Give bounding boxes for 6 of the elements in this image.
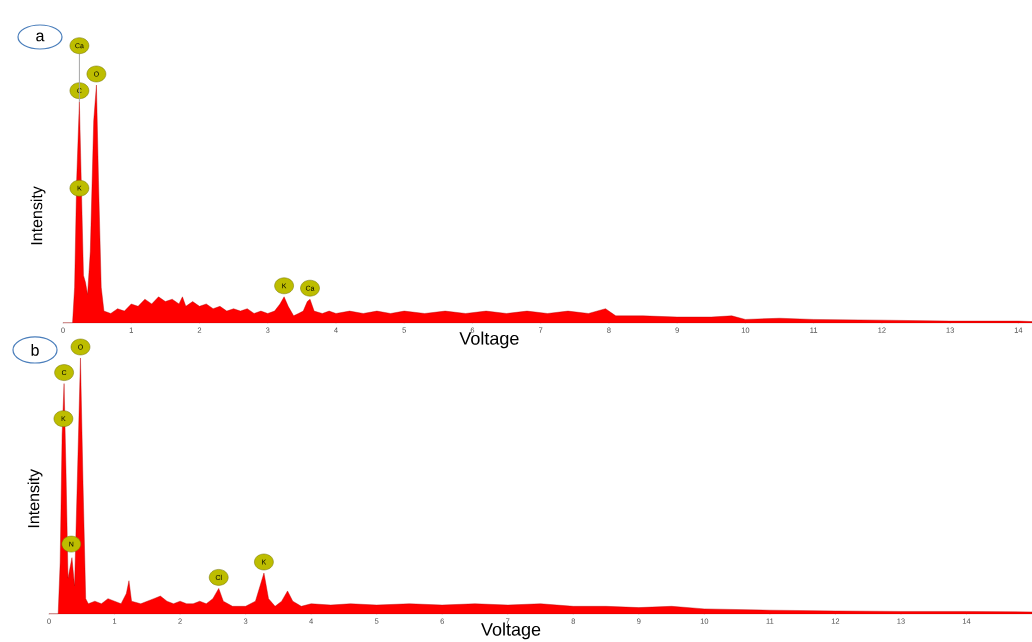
x-axis-title: Voltage <box>459 331 519 349</box>
y-axis-title: Intensity <box>27 469 43 528</box>
y-axis-title: Intensity <box>30 186 46 245</box>
x-axis-title: Voltage <box>481 622 541 640</box>
chart-title: b <box>31 344 39 356</box>
chart-title: a <box>36 32 45 42</box>
